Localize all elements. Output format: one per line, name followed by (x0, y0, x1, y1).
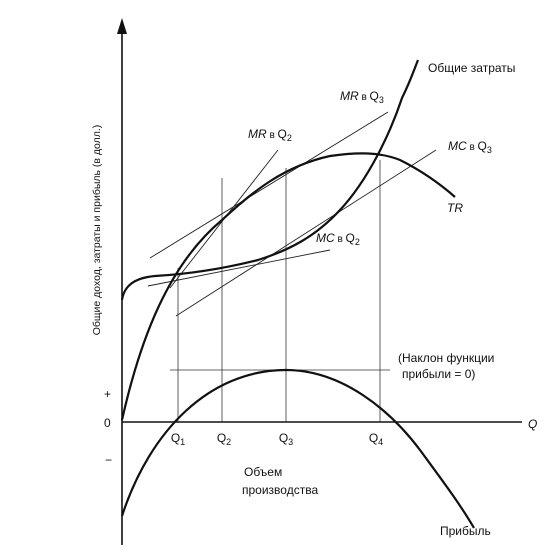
minus-label: − (105, 453, 112, 467)
mc-q2-label: MC в Q2 (316, 231, 360, 247)
mc-q3-tangent (175, 149, 437, 317)
mc-q2-tangent (147, 249, 331, 287)
tick-q1: Q1 (171, 431, 185, 447)
x-axis-label: Q (528, 417, 537, 431)
total-revenue-curve (120, 152, 456, 421)
curves (120, 59, 475, 529)
output-volume-line1: Объем (244, 465, 282, 479)
y-axis-label: Общие доход, затраты и прибыль (в долл.) (91, 125, 103, 336)
plus-label: + (104, 387, 111, 401)
mr-q3-label: MR в Q3 (340, 89, 384, 105)
tick-q2: Q2 (217, 431, 231, 447)
tangent-lines (147, 111, 437, 317)
q-guide-lines (170, 160, 390, 422)
origin-label: 0 (104, 416, 111, 430)
profit-label: Прибыль (440, 524, 491, 538)
total-revenue-label: TR (447, 201, 463, 215)
mr-q2-label: MR в Q2 (248, 127, 292, 143)
tick-q3: Q3 (279, 431, 293, 447)
profit-slope-note-line1: (Наклон функции (398, 351, 494, 365)
mc-q3-label: MC в Q3 (448, 139, 492, 155)
output-volume-line2: производства (242, 483, 318, 497)
profit-curve (120, 368, 475, 529)
tick-q4: Q4 (369, 431, 383, 447)
axes (117, 18, 522, 545)
total-cost-label: Общие затраты (428, 61, 515, 75)
y-axis-arrow (117, 18, 127, 34)
mr-q3-tangent (149, 111, 389, 259)
total-cost-curve (120, 59, 420, 301)
profit-slope-note-line2: прибыли = 0) (402, 367, 475, 381)
